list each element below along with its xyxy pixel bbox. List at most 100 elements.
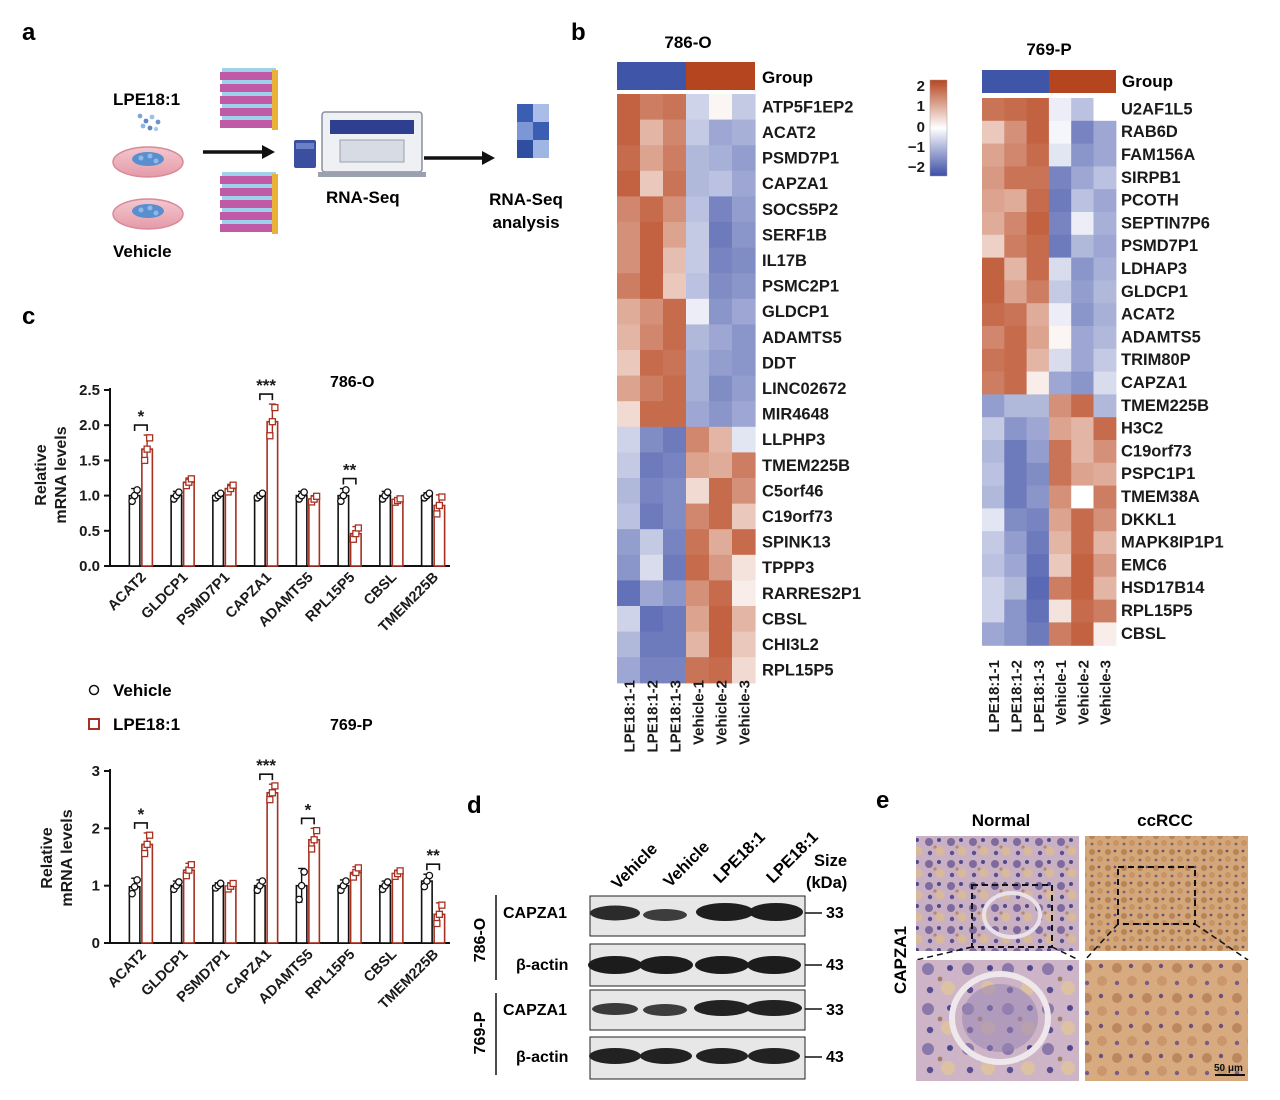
sample-label: Vehicle-1 [691,680,708,745]
legend-treatment: LPE18:1 [113,715,180,734]
data-point [258,489,267,498]
significance-markers: ******* [133,756,441,871]
heatmap-cell [982,485,1005,509]
heatmap-cell [640,580,664,607]
heatmap-cell [1048,462,1072,487]
significance-bracket [259,773,274,781]
heatmap-cell [1071,417,1095,441]
heatmap-cell [640,375,664,402]
data-point [128,889,136,898]
petri-dish-treated-icon [112,146,184,178]
heatmap-cell [709,196,733,223]
panel-c: c 786-O Relative mRNA levels 0.0 0.5 1.0 1.… [22,303,450,1013]
heatmap-cell [663,631,687,658]
sample-label: LPE18:1-2 [1008,660,1025,733]
heatmap-cell [1048,554,1072,578]
heatmap-cell [1004,143,1028,167]
heatmap-cell [640,657,664,684]
heatmap-cell [1026,394,1050,418]
data-point [175,878,183,886]
heatmap-cell [1071,394,1095,418]
heatmap-cell [617,273,641,300]
heatmap-cell [640,529,664,556]
heatmap-cell [1004,348,1028,373]
heatmap-cell [1093,348,1117,373]
heatmap-cell [663,452,687,479]
heatmap-cell [732,298,756,325]
bar-vehicle [212,494,225,567]
data-point [297,881,306,890]
heatmap-cell [686,401,710,428]
legend-tick: −2 [908,159,925,176]
gene-label: FAM156A [1121,146,1195,164]
y-tick-label: 3 [92,763,100,780]
data-point [312,826,321,835]
gene-label: CBSL [762,610,807,628]
heatmap-cell [1071,326,1095,350]
chart-title: 786-O [330,374,374,391]
heatmap-cell [617,94,641,121]
stain-row-label: CAPZA1 [891,926,910,994]
gene-label: GLDCP1 [1121,283,1188,301]
significance-bracket [133,424,148,432]
heatmap-cell [1093,98,1117,122]
sample-label: LPE18:1-3 [1031,660,1048,733]
heatmap-cell [686,145,710,172]
vehicle-legend-marker [88,684,100,696]
bar-vehicle [253,494,266,567]
blot-band [695,956,749,974]
data-point [354,864,363,872]
heatmap-cell [732,247,756,274]
heatmap-cell [1026,326,1050,350]
sequencer-icon [294,111,426,177]
heatmap-cell [1004,531,1028,555]
arrow-right-icon [203,145,275,159]
data-point [354,524,363,532]
sample-label: LPE18:1-1 [986,660,1003,733]
lane-label: Vehicle [660,838,713,891]
heatmap-cell [732,529,756,556]
size-marker: 43 [826,957,844,974]
heatmap-cell [1004,394,1028,418]
y-axis-label-line1: Relative [33,444,50,505]
heatmap-cell [1093,462,1117,487]
legend-vehicle: Vehicle [113,681,172,700]
heatmap-cell [732,94,756,121]
heatmap-cell [1048,622,1072,646]
blot-band [592,1003,638,1015]
heatmap-cell [732,119,756,146]
significance-bracket [259,393,274,401]
heatmap-cell [1071,576,1095,601]
heatmap-cell [1048,576,1072,601]
heatmap-cell [732,222,756,249]
heatmap-cell [617,426,641,453]
heatmap-cell [982,531,1005,555]
heatmap-cell [1026,348,1050,373]
heatmap-cell [686,375,710,402]
data-point [438,493,446,501]
heatmap-cell [617,503,641,530]
data-point [140,849,149,858]
data-point [425,871,434,880]
heatmap-cell [617,452,641,479]
heatmap-cell [1093,143,1117,167]
heatmap-cell [1093,326,1117,350]
data-point [216,879,225,888]
heatmap-cell [982,576,1005,601]
heatmap-cell [686,247,710,274]
gene-label: C19orf73 [762,508,833,526]
heatmap-cell [663,324,687,351]
heatmap-cell [1026,417,1050,441]
y-tick-label: 2.0 [79,417,100,434]
heatmap-cell [617,119,641,146]
sample-plate-stack-icon-2 [220,172,278,234]
heatmap-cell [982,143,1005,167]
heatmap-cell [1048,303,1072,327]
protein-label: CAPZA1 [503,1002,567,1019]
heatmap-cell [640,247,664,274]
blot-band [639,956,693,974]
group-bar-treatment [617,62,686,90]
analysis-step-label-2: analysis [492,213,559,232]
heatmap-cell [1093,166,1117,190]
